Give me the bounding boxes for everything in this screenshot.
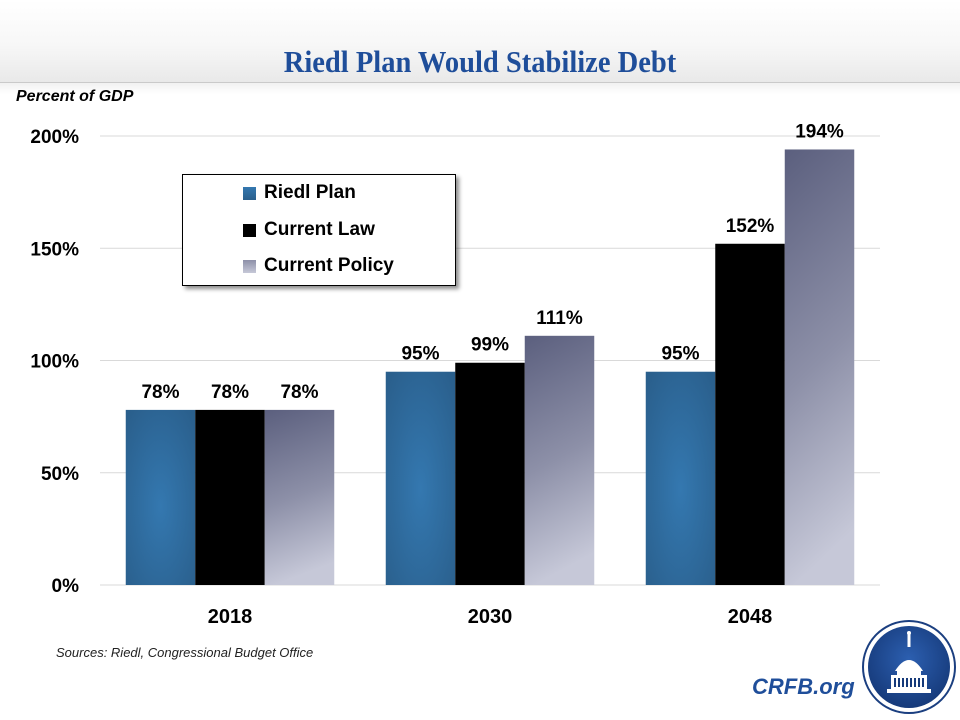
data-label-riedl-plan-2030: 95% xyxy=(401,344,439,365)
data-label-current-law-2030: 99% xyxy=(471,335,509,356)
y-tick-label: 200% xyxy=(30,127,79,148)
y-tick-label: 150% xyxy=(30,239,79,260)
bar-riedl-plan-2048 xyxy=(645,371,716,585)
data-label-current-policy-2048: 194% xyxy=(795,121,844,142)
data-label-riedl-plan-2048: 95% xyxy=(661,344,699,365)
data-label-riedl-plan-2018: 78% xyxy=(141,382,179,403)
y-axis-label: Percent of GDP xyxy=(16,88,134,105)
legend-item-current-policy: Current Policy xyxy=(243,254,394,278)
data-label-current-law-2018: 78% xyxy=(211,382,249,403)
x-tick-label: 2030 xyxy=(468,606,513,628)
bar-current-policy-2048 xyxy=(784,149,855,585)
chart-legend: Riedl Plan Current Law Current Policy xyxy=(182,174,456,286)
y-tick-label: 0% xyxy=(52,576,80,597)
x-tick-label: 2048 xyxy=(728,606,773,628)
legend-label: Current Law xyxy=(264,219,375,240)
legend-label: Riedl Plan xyxy=(264,182,356,203)
bar-current-law-2030 xyxy=(455,362,525,585)
sources-note: Sources: Riedl, Congressional Budget Off… xyxy=(56,645,314,660)
bar-riedl-plan-2018 xyxy=(125,409,196,585)
data-label-current-policy-2018: 78% xyxy=(280,382,318,403)
bar-current-law-2018 xyxy=(195,409,265,585)
bar-riedl-plan-2030 xyxy=(385,371,456,585)
bar-current-policy-2018 xyxy=(264,409,335,585)
capitol-dome-seal-icon xyxy=(862,620,956,714)
bar-current-policy-2030 xyxy=(524,335,595,585)
data-label-current-law-2048: 152% xyxy=(726,216,775,237)
y-tick-label: 100% xyxy=(30,352,79,373)
header-band xyxy=(0,0,960,83)
chart-title: Riedl Plan Would Stabilize Debt xyxy=(283,44,677,79)
legend-swatch-riedl-plan xyxy=(243,186,256,200)
x-tick-label: 2018 xyxy=(208,606,253,628)
brand-link[interactable]: CRFB.org xyxy=(752,674,855,699)
legend-swatch-current-law xyxy=(243,223,256,237)
y-tick-label: 50% xyxy=(41,464,79,485)
legend-item-riedl-plan: Riedl Plan xyxy=(243,181,356,205)
legend-item-current-law: Current Law xyxy=(243,218,375,242)
data-label-current-policy-2030: 111% xyxy=(536,308,583,329)
legend-swatch-current-policy xyxy=(243,259,256,273)
legend-label: Current Policy xyxy=(264,255,394,276)
header-shadow xyxy=(0,82,960,94)
bar-current-law-2048 xyxy=(715,243,785,585)
